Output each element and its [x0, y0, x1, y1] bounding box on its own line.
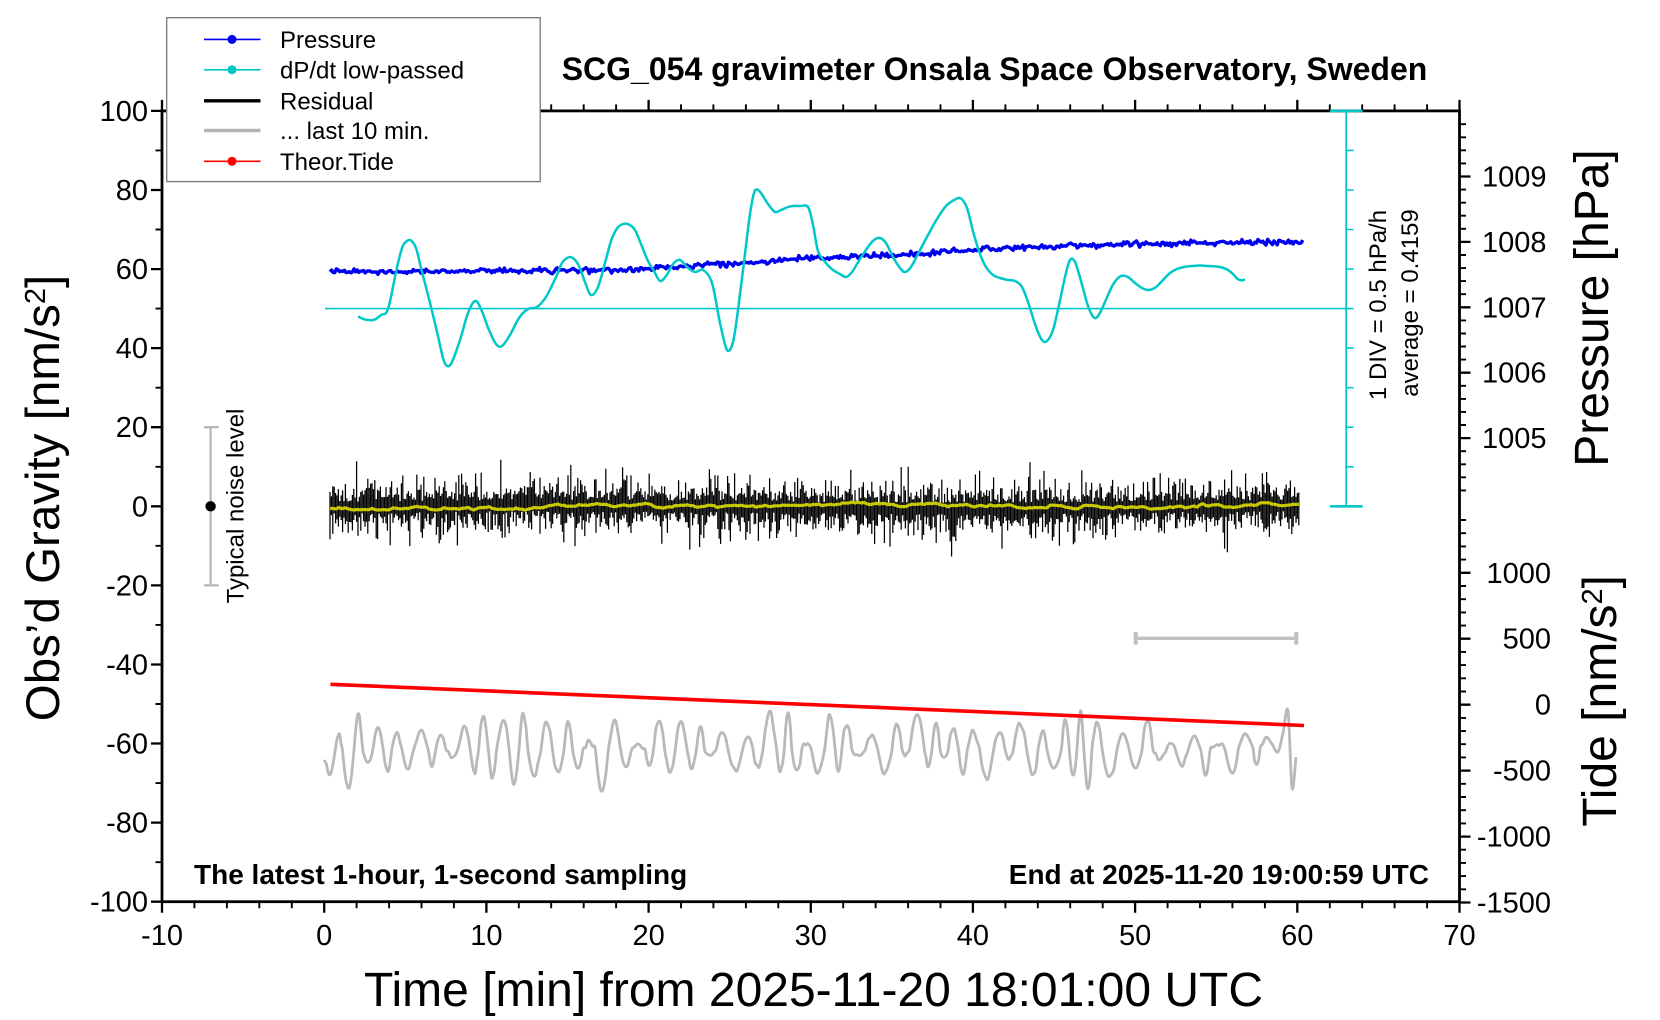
- svg-text:Residual: Residual: [280, 88, 373, 115]
- svg-text:1000: 1000: [1486, 558, 1551, 590]
- svg-text:60: 60: [1281, 920, 1313, 952]
- svg-text:Pressure: Pressure: [280, 27, 376, 54]
- svg-text:Time [min] from 2025-11-20 18:: Time [min] from 2025-11-20 18:01:00 UTC: [364, 964, 1263, 1017]
- svg-text:End at 2025-11-20 19:00:59 UTC: End at 2025-11-20 19:00:59 UTC: [1009, 859, 1429, 890]
- svg-text:80: 80: [116, 175, 148, 207]
- svg-text:1 DIV = 0.5 hPa/h: 1 DIV = 0.5 hPa/h: [1365, 210, 1392, 400]
- svg-text:60: 60: [116, 254, 148, 286]
- svg-text:1007: 1007: [1482, 292, 1547, 324]
- svg-text:10: 10: [470, 920, 502, 952]
- svg-text:... last 10 min.: ... last 10 min.: [280, 118, 429, 145]
- svg-text:Tide [nm/s2]: Tide [nm/s2]: [1573, 575, 1627, 826]
- svg-text:1005: 1005: [1482, 423, 1547, 455]
- svg-text:Typical noise level: Typical noise level: [223, 409, 250, 604]
- svg-text:-1000: -1000: [1477, 822, 1551, 854]
- svg-text:-60: -60: [106, 729, 148, 761]
- svg-text:100: 100: [100, 96, 148, 128]
- svg-text:Pressure [hPa]: Pressure [hPa]: [1566, 149, 1619, 466]
- svg-text:0: 0: [1535, 690, 1551, 722]
- svg-text:Theor.Tide: Theor.Tide: [280, 149, 394, 176]
- svg-text:-20: -20: [106, 570, 148, 602]
- svg-text:20: 20: [632, 920, 664, 952]
- svg-text:50: 50: [1119, 920, 1151, 952]
- svg-text:-40: -40: [106, 650, 148, 682]
- svg-text:-80: -80: [106, 808, 148, 840]
- svg-text:SCG_054 gravimeter Onsala Spac: SCG_054 gravimeter Onsala Space Observat…: [562, 51, 1428, 87]
- svg-text:40: 40: [957, 920, 989, 952]
- svg-text:0: 0: [132, 491, 148, 523]
- svg-text:70: 70: [1443, 920, 1475, 952]
- svg-text:-1500: -1500: [1477, 888, 1551, 920]
- svg-text:-500: -500: [1493, 756, 1551, 788]
- svg-text:500: 500: [1503, 624, 1551, 656]
- svg-text:The latest 1-hour, 1-second sa: The latest 1-hour, 1-second sampling: [194, 859, 687, 890]
- svg-text:40: 40: [116, 333, 148, 365]
- svg-text:Obs’d Gravity [nm/s2]: Obs’d Gravity [nm/s2]: [17, 275, 70, 721]
- svg-text:0: 0: [316, 920, 332, 952]
- svg-text:20: 20: [116, 412, 148, 444]
- svg-text:-100: -100: [90, 887, 148, 919]
- svg-text:1006: 1006: [1482, 358, 1547, 390]
- svg-text:30: 30: [795, 920, 827, 952]
- svg-text:1009: 1009: [1482, 162, 1547, 194]
- svg-text:-10: -10: [141, 920, 183, 952]
- svg-text:dP/dt low-passed: dP/dt low-passed: [280, 57, 464, 84]
- svg-text:average = 0.4159: average = 0.4159: [1397, 209, 1424, 397]
- svg-text:1008: 1008: [1482, 227, 1547, 259]
